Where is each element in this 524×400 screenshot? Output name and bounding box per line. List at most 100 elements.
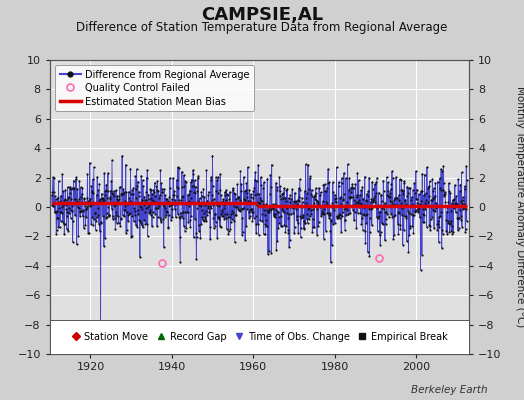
Point — [281, 195, 289, 201]
Point — [80, 224, 88, 231]
Point — [112, 212, 121, 218]
Point — [57, 208, 66, 215]
Point — [296, 176, 304, 182]
Point — [128, 213, 137, 219]
Point — [311, 185, 320, 191]
Point — [436, 185, 444, 192]
Point — [377, 192, 385, 198]
Point — [391, 201, 400, 208]
Point — [244, 198, 253, 204]
Point — [377, 192, 386, 198]
Point — [286, 237, 294, 243]
Point — [127, 234, 135, 240]
Point — [192, 230, 200, 236]
Point — [182, 179, 190, 185]
Point — [276, 193, 285, 199]
Point — [370, 196, 378, 203]
Point — [369, 197, 378, 204]
Point — [391, 212, 399, 218]
Point — [89, 176, 97, 182]
Point — [66, 186, 74, 192]
Point — [203, 197, 212, 204]
Point — [283, 210, 291, 217]
Point — [212, 187, 221, 194]
Point — [198, 214, 206, 220]
Point — [214, 174, 222, 181]
Point — [285, 244, 293, 250]
Point — [456, 182, 464, 188]
Point — [313, 200, 322, 207]
Point — [254, 232, 263, 238]
Point — [383, 211, 391, 218]
Point — [456, 206, 464, 213]
Point — [287, 211, 296, 217]
Point — [82, 214, 91, 220]
Point — [111, 202, 119, 208]
Point — [119, 186, 127, 192]
Point — [425, 222, 433, 229]
Point — [344, 211, 353, 217]
Point — [445, 229, 454, 236]
Point — [177, 193, 185, 200]
Point — [265, 209, 273, 215]
Point — [396, 222, 404, 228]
Point — [335, 211, 343, 217]
Point — [291, 199, 299, 206]
Point — [53, 215, 61, 222]
Point — [48, 202, 57, 208]
Point — [107, 201, 115, 208]
Point — [331, 196, 340, 202]
Point — [206, 236, 214, 242]
Point — [335, 215, 344, 222]
Point — [248, 208, 257, 215]
Point — [340, 191, 348, 198]
Point — [248, 218, 257, 224]
Point — [278, 191, 286, 197]
Point — [67, 215, 75, 221]
Point — [324, 180, 332, 186]
Point — [215, 202, 223, 209]
Point — [116, 184, 124, 190]
Point — [226, 226, 235, 232]
Point — [209, 215, 217, 221]
Point — [145, 196, 153, 202]
Point — [410, 180, 418, 186]
Point — [148, 191, 157, 197]
Point — [180, 172, 188, 178]
Point — [63, 213, 71, 220]
Point — [97, 220, 105, 226]
Point — [365, 253, 374, 260]
Point — [447, 228, 455, 234]
Point — [50, 174, 58, 181]
Point — [53, 215, 62, 221]
Point — [329, 188, 337, 195]
Point — [402, 238, 411, 244]
Point — [305, 205, 313, 211]
Point — [392, 202, 401, 209]
Point — [133, 166, 141, 172]
Point — [324, 166, 332, 172]
Point — [289, 205, 298, 211]
Point — [356, 210, 365, 217]
Point — [266, 191, 274, 198]
Point — [182, 225, 190, 231]
Point — [393, 202, 401, 208]
Point — [104, 170, 112, 176]
Point — [220, 202, 228, 208]
Point — [364, 192, 373, 199]
Point — [168, 214, 177, 221]
Point — [166, 202, 174, 208]
Point — [62, 202, 70, 208]
Point — [232, 204, 240, 210]
Point — [353, 170, 362, 176]
Point — [294, 230, 302, 236]
Point — [144, 191, 152, 198]
Point — [94, 187, 102, 193]
Point — [159, 215, 167, 222]
Point — [273, 237, 281, 244]
Point — [56, 209, 64, 215]
Point — [158, 189, 167, 196]
Point — [212, 174, 220, 180]
Point — [160, 203, 169, 210]
Point — [53, 194, 62, 201]
